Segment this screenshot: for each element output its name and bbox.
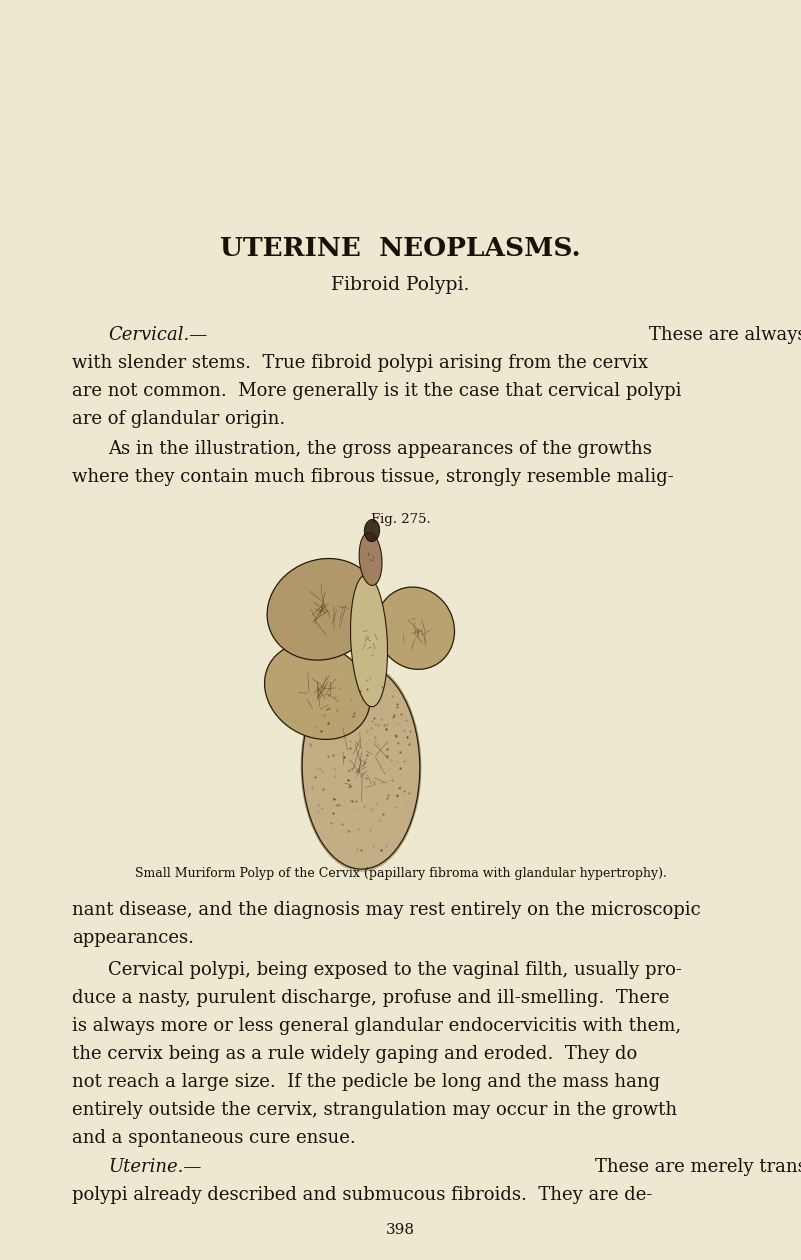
Ellipse shape [351, 575, 388, 707]
Text: 398: 398 [386, 1223, 415, 1237]
Text: As in the illustration, the gross appearances of the growths: As in the illustration, the gross appear… [108, 440, 652, 457]
Text: are not common.  More generally is it the case that cervical polypi: are not common. More generally is it the… [72, 382, 682, 399]
Text: appearances.: appearances. [72, 929, 194, 948]
Ellipse shape [264, 643, 370, 740]
Text: and a spontaneous cure ensue.: and a spontaneous cure ensue. [72, 1129, 356, 1147]
Text: entirely outside the cervix, strangulation may occur in the growth: entirely outside the cervix, strangulati… [72, 1101, 677, 1119]
Ellipse shape [302, 664, 420, 869]
Text: polypi already described and submucous fibroids.  They are de-: polypi already described and submucous f… [72, 1186, 652, 1205]
Text: UTERINE  NEOPLASMS.: UTERINE NEOPLASMS. [220, 236, 581, 261]
Ellipse shape [376, 587, 454, 669]
Text: where they contain much fibrous tissue, strongly resemble malig-: where they contain much fibrous tissue, … [72, 467, 674, 486]
Text: nant disease, and the diagnosis may rest entirely on the microscopic: nant disease, and the diagnosis may rest… [72, 901, 701, 919]
Text: Fig. 275.: Fig. 275. [371, 513, 430, 525]
Text: Cervical.—: Cervical.— [108, 326, 207, 344]
Ellipse shape [268, 558, 379, 660]
Ellipse shape [364, 519, 380, 542]
Text: duce a nasty, purulent discharge, profuse and ill-smelling.  There: duce a nasty, purulent discharge, profus… [72, 989, 670, 1007]
Text: the cervix being as a rule widely gaping and eroded.  They do: the cervix being as a rule widely gaping… [72, 1045, 638, 1063]
Ellipse shape [359, 533, 382, 586]
Text: These are merely transitional between the mucous: These are merely transitional between th… [595, 1158, 801, 1176]
Text: not reach a large size.  If the pedicle be long and the mass hang: not reach a large size. If the pedicle b… [72, 1074, 660, 1091]
Text: with slender stems.  True fibroid polypi arising from the cervix: with slender stems. True fibroid polypi … [72, 354, 648, 372]
Text: are of glandular origin.: are of glandular origin. [72, 410, 285, 428]
Text: Uterine.—: Uterine.— [108, 1158, 201, 1176]
Text: Fibroid Polypi.: Fibroid Polypi. [332, 276, 469, 294]
Text: is always more or less general glandular endocervicitis with them,: is always more or less general glandular… [72, 1017, 681, 1034]
Text: Small Muriform Polyp of the Cervix (papillary fibroma with glandular hypertrophy: Small Muriform Polyp of the Cervix (papi… [135, 867, 666, 879]
Text: These are always more or less pedunculated, generally: These are always more or less pedunculat… [650, 326, 801, 344]
Text: Cervical polypi, being exposed to the vaginal filth, usually pro-: Cervical polypi, being exposed to the va… [108, 961, 682, 979]
